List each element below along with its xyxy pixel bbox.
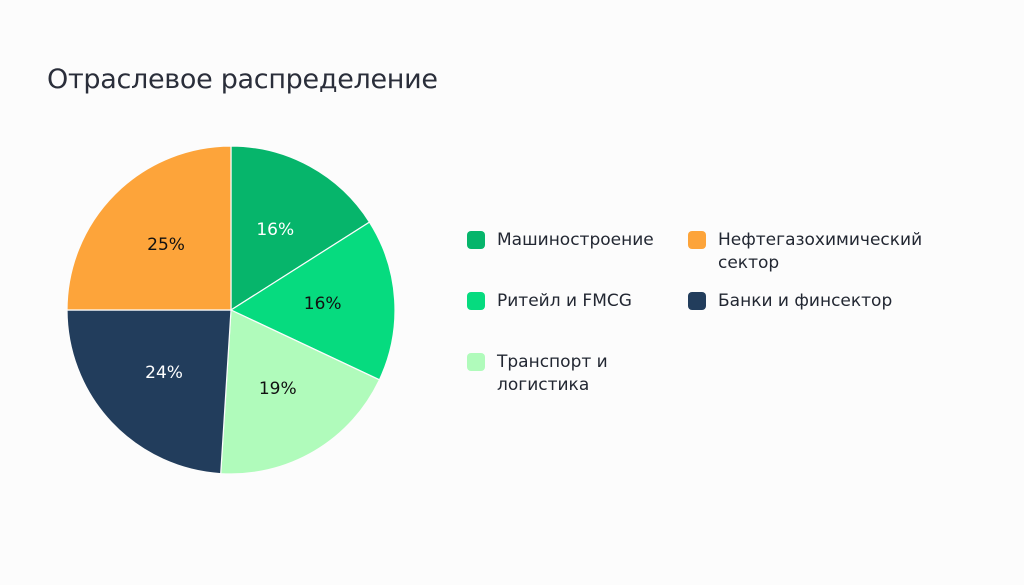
legend-swatch-icon (688, 292, 706, 310)
pie-slice (230, 145, 371, 312)
legend-item-transport: Транспорт и логистика (467, 351, 612, 397)
pie-slice-label: 19% (258, 379, 297, 400)
pie-slice-label: 25% (147, 235, 185, 256)
pie-slice-label: 16% (256, 219, 295, 240)
legend-item-oil-gas: Нефтегазохимический сектор (688, 229, 928, 275)
legend-swatch-icon (688, 231, 706, 249)
legend-swatch-icon (467, 292, 485, 310)
legend-item-machinery: Машиностроение (467, 229, 654, 252)
pie-slice (220, 309, 381, 475)
pie-slice-label: 24% (145, 362, 183, 383)
pie-slice (66, 145, 232, 311)
legend-item-retail: Ритейл и FMCG (467, 290, 632, 313)
legend-swatch-icon (467, 353, 485, 371)
pie-slice (66, 309, 232, 475)
legend-item-banks: Банки и финсектор (688, 290, 892, 313)
pie-slice-label: 16% (303, 294, 342, 315)
legend-swatch-icon (467, 231, 485, 249)
page-title: Отраслевое распределение (47, 64, 438, 96)
pie-slice (229, 221, 396, 381)
